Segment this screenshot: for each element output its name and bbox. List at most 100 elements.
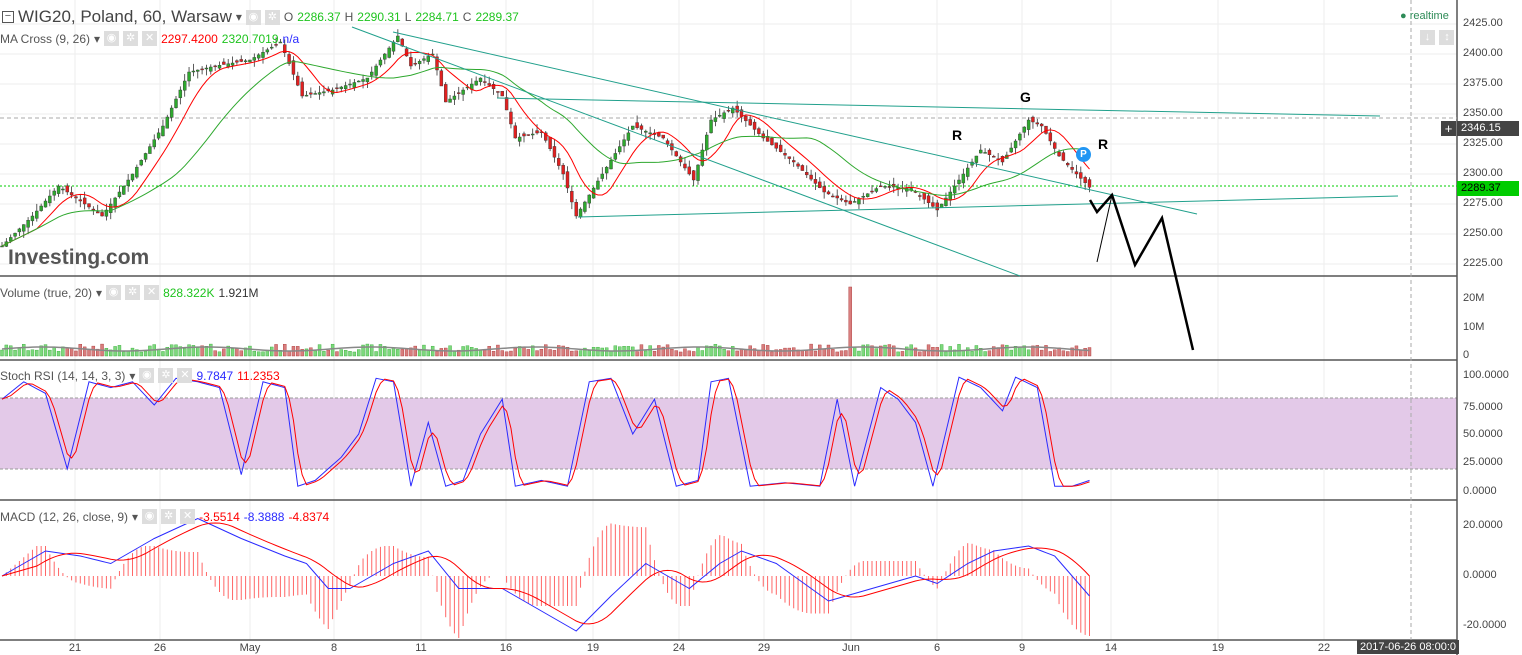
volume-bar bbox=[374, 351, 378, 357]
time-axis-label: 6 bbox=[933, 642, 941, 654]
volume-bar bbox=[561, 345, 565, 357]
volume-bar bbox=[104, 348, 109, 357]
volume-bar bbox=[652, 351, 657, 357]
ma-title[interactable]: MA Cross (9, 26) bbox=[0, 31, 91, 46]
symbol-title[interactable]: WIG20, Poland, 60, Warsaw bbox=[18, 7, 232, 26]
candle bbox=[174, 98, 178, 108]
close-icon[interactable]: ✕ bbox=[144, 285, 160, 300]
candle bbox=[61, 188, 65, 191]
candle bbox=[0, 245, 4, 248]
volume-bar bbox=[470, 347, 474, 357]
candle bbox=[300, 81, 304, 97]
eye-icon[interactable]: ◉ bbox=[139, 368, 155, 383]
volume-bar bbox=[674, 350, 678, 357]
gear-icon[interactable]: ✲ bbox=[158, 368, 174, 383]
close-icon[interactable]: ✕ bbox=[177, 368, 193, 383]
price-axis-label: 2225.00 bbox=[1463, 257, 1503, 269]
gear-icon[interactable]: ✲ bbox=[264, 9, 280, 25]
candle bbox=[182, 80, 187, 91]
candle bbox=[335, 87, 339, 89]
chevron-down-icon[interactable]: ▾ bbox=[235, 10, 242, 24]
candle bbox=[648, 132, 652, 135]
volume-bar bbox=[178, 346, 183, 357]
volume-bar bbox=[670, 348, 674, 357]
volume-bar bbox=[966, 347, 970, 357]
candle bbox=[522, 133, 526, 137]
arrow-down-icon[interactable]: ↓ bbox=[1420, 30, 1435, 45]
plus-icon[interactable]: + bbox=[1441, 121, 1456, 136]
arrows-vertical-icon[interactable]: ↕ bbox=[1439, 30, 1455, 45]
candle bbox=[883, 186, 887, 188]
candle bbox=[535, 130, 539, 134]
candle bbox=[1039, 123, 1044, 127]
candle bbox=[95, 211, 100, 214]
volume-bar bbox=[783, 347, 787, 357]
gear-icon[interactable]: ✲ bbox=[125, 285, 141, 300]
candle bbox=[43, 200, 48, 208]
volume-bar bbox=[217, 351, 222, 357]
gear-icon[interactable]: ✲ bbox=[123, 31, 139, 46]
close-icon[interactable]: ✕ bbox=[142, 31, 158, 46]
candle bbox=[204, 67, 209, 70]
candle bbox=[387, 47, 391, 58]
eye-icon[interactable]: ◉ bbox=[106, 285, 122, 300]
candle bbox=[365, 77, 370, 83]
volume-bar bbox=[913, 347, 918, 357]
volume-bar bbox=[992, 346, 996, 357]
candle bbox=[1083, 177, 1087, 184]
candle bbox=[1066, 163, 1070, 166]
volume-bar bbox=[74, 350, 78, 357]
close-icon[interactable]: ✕ bbox=[180, 509, 196, 524]
candle bbox=[1009, 147, 1013, 153]
candle bbox=[274, 44, 278, 46]
volume-bar bbox=[4, 344, 9, 357]
volume-bar bbox=[378, 344, 383, 357]
candle bbox=[661, 134, 665, 139]
stoch-k-value: 9.7847 bbox=[196, 368, 234, 383]
volume-bar bbox=[17, 347, 22, 357]
p-marker-icon[interactable]: P bbox=[1076, 147, 1091, 162]
trendline bbox=[496, 97, 1381, 117]
gear-icon[interactable]: ✲ bbox=[161, 509, 177, 524]
volume-bar bbox=[865, 344, 870, 357]
candle bbox=[718, 114, 722, 117]
price-axis-label: 2275.00 bbox=[1463, 197, 1503, 209]
candle bbox=[69, 192, 74, 196]
volume-bar bbox=[82, 346, 87, 357]
volume-bar bbox=[439, 348, 444, 357]
candle bbox=[600, 173, 604, 179]
low-value: 2284.71 bbox=[415, 10, 459, 24]
eye-icon[interactable]: ◉ bbox=[104, 31, 120, 46]
volume-bar bbox=[931, 347, 935, 357]
eye-icon[interactable]: ◉ bbox=[245, 9, 261, 25]
label-g: G bbox=[1020, 89, 1031, 105]
candle bbox=[130, 173, 135, 181]
candle bbox=[291, 60, 296, 75]
volume-bar bbox=[243, 347, 248, 357]
candle bbox=[531, 133, 535, 136]
candle bbox=[561, 164, 565, 175]
candle bbox=[496, 91, 500, 93]
stoch-title[interactable]: Stoch RSI (14, 14, 3, 3) bbox=[0, 368, 126, 383]
candle bbox=[444, 84, 448, 103]
volume-title[interactable]: Volume (true, 20) bbox=[0, 285, 93, 300]
volume-bar bbox=[726, 350, 731, 357]
volume-bar bbox=[574, 350, 578, 357]
eye-icon[interactable]: ◉ bbox=[142, 509, 158, 524]
projection-zigzag bbox=[1088, 192, 1195, 351]
price-axis-label: 2350.00 bbox=[1463, 107, 1503, 119]
candle bbox=[196, 69, 200, 72]
volume-bar bbox=[52, 346, 56, 357]
candle bbox=[35, 210, 39, 219]
candle bbox=[426, 56, 430, 62]
volume-bar bbox=[1035, 345, 1040, 357]
candle bbox=[544, 132, 548, 141]
candle bbox=[491, 84, 496, 89]
candle bbox=[774, 142, 778, 149]
candle bbox=[748, 119, 752, 126]
candle bbox=[831, 195, 835, 198]
macd-title[interactable]: MACD (12, 26, close, 9) bbox=[0, 509, 129, 524]
collapse-icon[interactable]: − bbox=[2, 11, 14, 23]
volume-bar bbox=[1048, 351, 1053, 357]
